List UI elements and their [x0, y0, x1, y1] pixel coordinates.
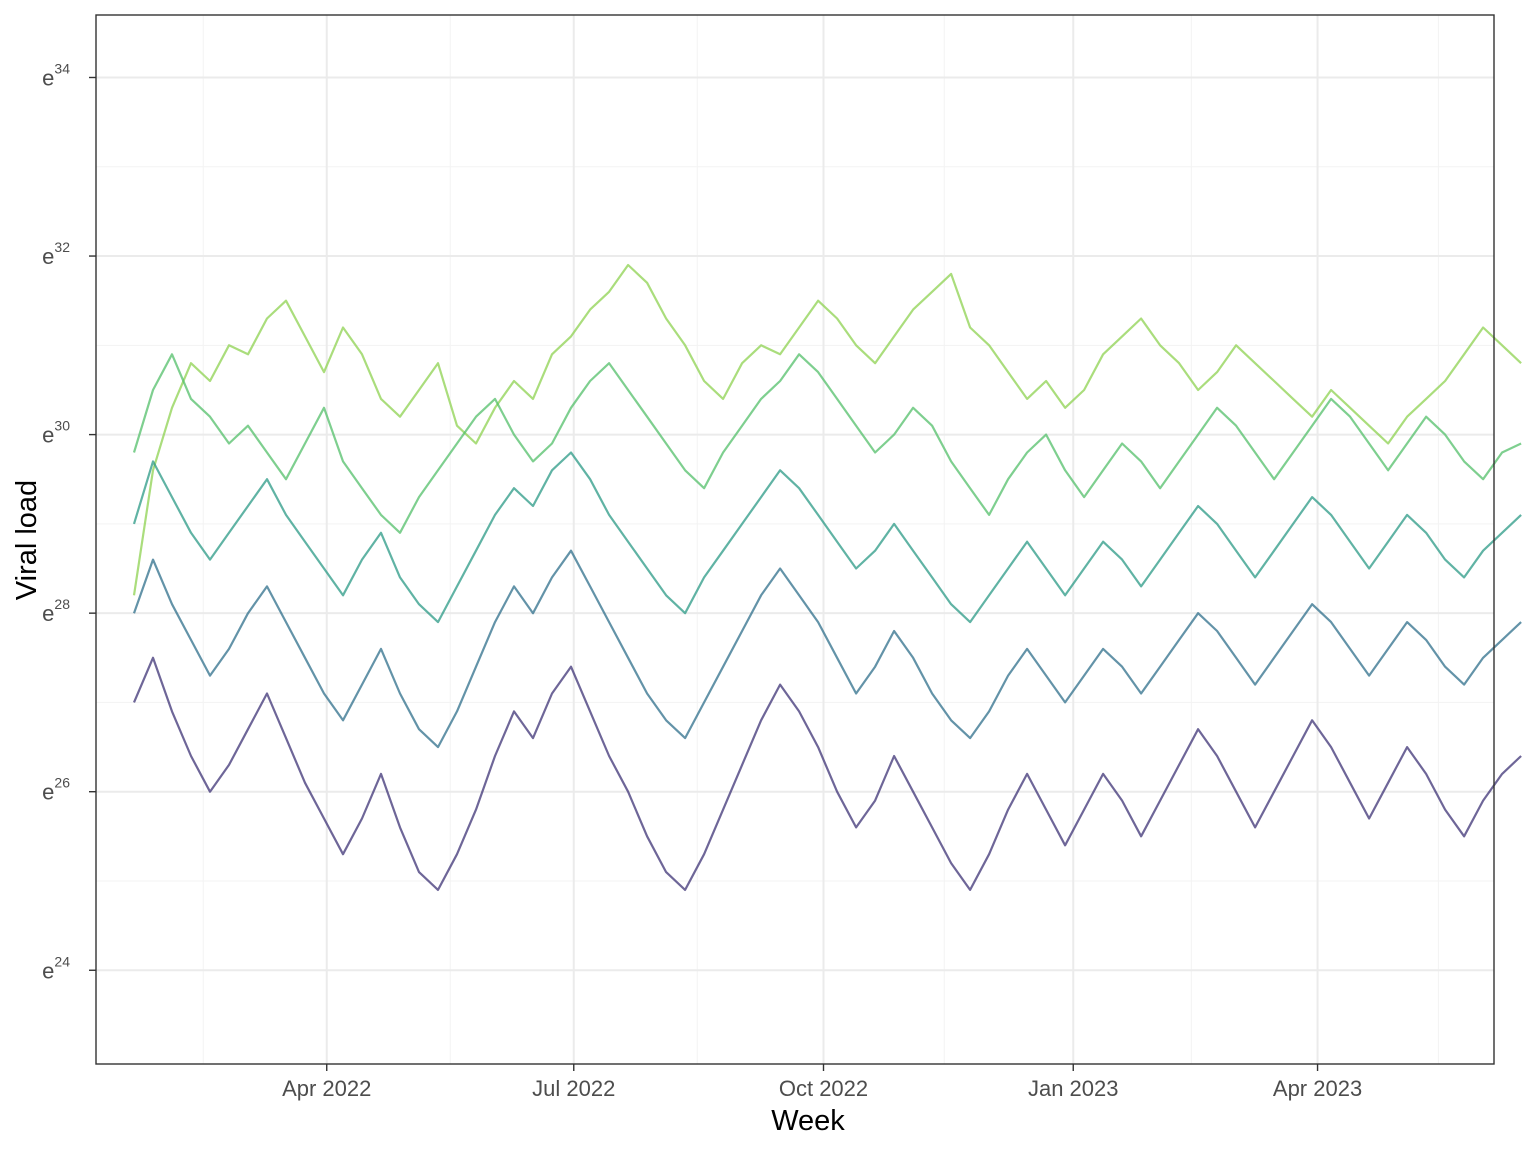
- y-tick-exponent: 32: [54, 239, 70, 255]
- series-line: [132, 263, 1522, 596]
- y-tick-label: e26: [42, 775, 70, 805]
- series-line: [132, 451, 1522, 624]
- y-tick-label: e32: [42, 239, 70, 269]
- series-layer: [132, 263, 1522, 892]
- y-tick-base: e: [42, 780, 54, 805]
- plot-background: [96, 15, 1494, 1064]
- y-tick-label: e34: [42, 60, 70, 90]
- y-tick-exponent: 34: [54, 60, 70, 76]
- series-line: [132, 549, 1522, 749]
- series-line: [132, 656, 1522, 892]
- plot-border: [95, 14, 1495, 1065]
- y-tick-base: e: [42, 423, 54, 448]
- y-tick-exponent: 28: [54, 596, 70, 612]
- y-tick-label: e30: [42, 418, 70, 448]
- x-tick-label: Jan 2023: [1028, 1076, 1119, 1101]
- series-line: [132, 353, 1522, 534]
- y-tick-base: e: [42, 65, 54, 90]
- x-axis-title: Week: [771, 1105, 845, 1137]
- y-tick-label: e24: [42, 953, 70, 983]
- y-tick-base: e: [42, 244, 54, 269]
- y-tick-exponent: 24: [54, 953, 70, 969]
- x-tick-label: Apr 2023: [1273, 1076, 1362, 1101]
- x-axis: Apr 2022 Jul 2022 Oct 2022 Jan 2023 Apr 2023: [282, 1064, 1362, 1101]
- grid-major: [96, 15, 1494, 1064]
- y-tick-label: e28: [42, 596, 70, 626]
- x-tick-label: Apr 2022: [282, 1076, 371, 1101]
- x-tick-label: Jul 2022: [532, 1076, 615, 1101]
- y-axis-title: Viral load: [11, 480, 43, 600]
- x-tick-label: Oct 2022: [779, 1076, 868, 1101]
- y-tick-exponent: 30: [54, 418, 70, 434]
- y-tick-exponent: 26: [54, 775, 70, 791]
- y-tick-base: e: [42, 958, 54, 983]
- y-tick-base: e: [42, 601, 54, 626]
